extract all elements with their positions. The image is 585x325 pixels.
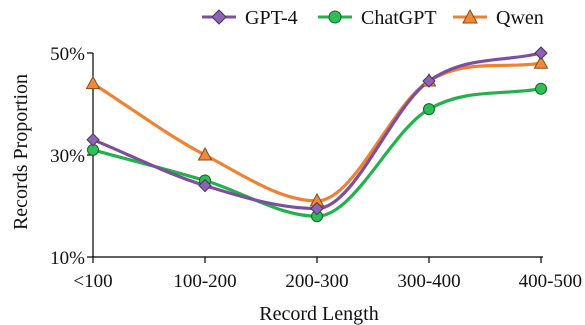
x-axis-title: Record Length bbox=[259, 303, 378, 325]
x-tick-label: 100-200 bbox=[173, 271, 236, 292]
legend: GPT-4 ChatGPT Qwen bbox=[202, 7, 544, 29]
data-point-gpt4 bbox=[310, 201, 324, 216]
y-tick-label: 30% bbox=[50, 146, 85, 167]
x-tick-label: 400-500 bbox=[519, 271, 582, 292]
data-point-gpt4 bbox=[422, 74, 436, 88]
legend-label-chatgpt: ChatGPT bbox=[361, 7, 437, 29]
data-point-qwen bbox=[85, 75, 101, 90]
y-axis-ticks: 10% 30% 50% bbox=[50, 44, 93, 269]
data-point-gpt4 bbox=[86, 132, 100, 147]
y-tick-label: 50% bbox=[50, 44, 85, 65]
data-point-gpt4 bbox=[198, 178, 212, 193]
data-point-gpt4 bbox=[534, 46, 548, 60]
y-axis-title: Records Proportion bbox=[10, 74, 32, 230]
legend-label-qwen: Qwen bbox=[496, 7, 544, 29]
marker-layer bbox=[85, 46, 549, 223]
series-line-qwen bbox=[91, 61, 543, 203]
x-tick-label: 300-400 bbox=[397, 271, 460, 292]
legend-label-gpt4: GPT-4 bbox=[245, 7, 298, 29]
data-point-qwen bbox=[533, 55, 549, 69]
legend-marker-gpt4 bbox=[211, 9, 227, 25]
x-tick-label: 200-300 bbox=[285, 271, 348, 292]
legend-item-gpt4: GPT-4 bbox=[202, 7, 298, 29]
x-tick-label: <100 bbox=[73, 271, 112, 292]
series-layer bbox=[91, 51, 543, 218]
legend-marker-qwen bbox=[462, 8, 478, 24]
legend-item-qwen: Qwen bbox=[453, 7, 544, 29]
legend-marker-chatgpt bbox=[328, 10, 342, 24]
y-tick-label: 10% bbox=[50, 248, 85, 269]
data-point-chatgpt bbox=[423, 103, 435, 116]
legend-item-chatgpt: ChatGPT bbox=[318, 7, 437, 29]
data-point-chatgpt bbox=[535, 82, 547, 95]
series-line-gpt4 bbox=[91, 51, 543, 211]
data-point-qwen bbox=[197, 146, 213, 161]
x-axis-ticks: <100 100-200 200-300 300-400 400-500 bbox=[73, 257, 582, 292]
